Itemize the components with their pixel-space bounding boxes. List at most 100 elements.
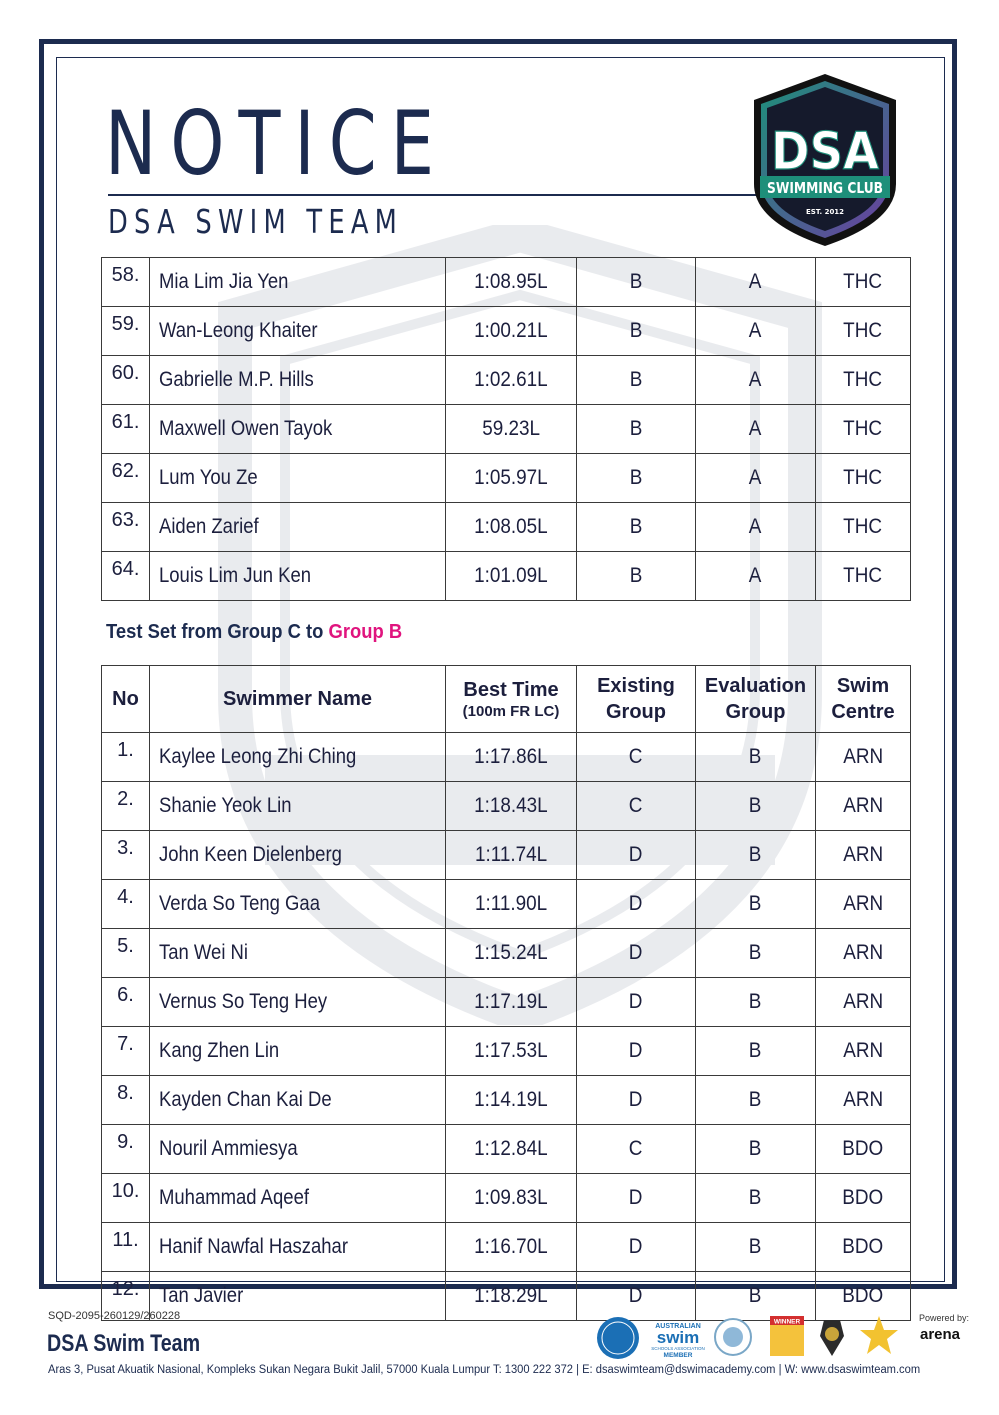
swim-centre-cell: ARN bbox=[815, 732, 911, 782]
header-existing-line1: Existing bbox=[597, 675, 675, 697]
existing-group-cell: D bbox=[576, 977, 696, 1027]
swim-centre-cell: THC bbox=[815, 306, 911, 356]
swim-centre: THC bbox=[843, 417, 883, 440]
existing-group: D bbox=[629, 990, 643, 1013]
swimmer-name: Aiden Zarief bbox=[159, 515, 259, 538]
best-time-cell: 1:15.24L bbox=[445, 928, 577, 978]
header-swimmer-name: Swimmer Name bbox=[149, 665, 446, 733]
swimmer-name-cell: Tan Wei Ni bbox=[149, 928, 446, 978]
swimmer-name: Vernus So Teng Hey bbox=[159, 990, 328, 1013]
table-row: 6. Vernus So Teng Hey 1:17.19L D B ARN bbox=[101, 977, 911, 1027]
roster-table-group-c-to-b: No Swimmer Name Best Time (100m FR LC) Ex… bbox=[101, 665, 911, 1321]
evaluation-group: B bbox=[749, 941, 762, 964]
existing-group-cell: D bbox=[576, 1222, 696, 1272]
swimmer-name: Kaylee Leong Zhi Ching bbox=[159, 745, 357, 768]
row-number: 60. bbox=[111, 362, 140, 384]
table-row: 60. Gabrielle M.P. Hills 1:02.61L B A THC bbox=[101, 355, 911, 405]
table-row: 63. Aiden Zarief 1:08.05L B A THC bbox=[101, 502, 911, 552]
logo-band-text: SWIMMING CLUB bbox=[767, 179, 883, 197]
evaluation-group-cell: B bbox=[695, 781, 816, 831]
table-row: 7. Kang Zhen Lin 1:17.53L D B ARN bbox=[101, 1026, 911, 1076]
arena-logo: arena bbox=[920, 1326, 961, 1343]
swimmer-name-cell: Nouril Ammiesya bbox=[149, 1124, 446, 1174]
section-heading-accent: Group B bbox=[328, 621, 403, 643]
best-time-cell: 1:17.86L bbox=[445, 732, 577, 782]
swimmer-name-cell: Kayden Chan Kai De bbox=[149, 1075, 446, 1125]
swimmer-name: Shanie Yeok Lin bbox=[159, 794, 292, 817]
evaluation-group: B bbox=[749, 1284, 762, 1307]
swim-centre-cell: ARN bbox=[815, 977, 911, 1027]
best-time-cell: 1:17.19L bbox=[445, 977, 577, 1027]
row-number-cell: 12. bbox=[101, 1271, 150, 1321]
swim-centre: THC bbox=[843, 466, 883, 489]
row-number-cell: 58. bbox=[101, 257, 150, 307]
evaluation-group-cell: B bbox=[695, 1124, 816, 1174]
existing-group: D bbox=[629, 941, 643, 964]
row-number: 3. bbox=[117, 837, 134, 859]
table-row: 58. Mia Lim Jia Yen 1:08.95L B A THC bbox=[101, 257, 911, 307]
affiliation-badges: AUSTRALIAN swim SCHOOLS ASSOCIATION MEMB… bbox=[597, 1316, 961, 1359]
section-heading: Test Set from Group C to Group B bbox=[106, 621, 402, 644]
evaluation-group-cell: A bbox=[695, 551, 816, 601]
swim-centre-cell: THC bbox=[815, 355, 911, 405]
header-centre-line1: Swim bbox=[836, 675, 890, 697]
footer-team-name: DSA Swim Team bbox=[47, 1330, 201, 1357]
swim-centre-cell: THC bbox=[815, 551, 911, 601]
page-title: NOTICE bbox=[105, 92, 449, 195]
existing-group-cell: C bbox=[576, 781, 696, 831]
swimmer-name: Muhammad Aqeef bbox=[159, 1186, 309, 1209]
best-time: 1:08.95L bbox=[474, 270, 548, 293]
aus-badge-line3: SCHOOLS ASSOCIATION bbox=[651, 1346, 704, 1351]
table-row: 61. Maxwell Owen Tayok 59.23L B A THC bbox=[101, 404, 911, 454]
row-number-cell: 3. bbox=[101, 830, 150, 880]
swim-centre: BDO bbox=[842, 1235, 884, 1258]
best-time-cell: 1:14.19L bbox=[445, 1075, 577, 1125]
row-number-cell: 63. bbox=[101, 502, 150, 552]
table-row: 9. Nouril Ammiesya 1:12.84L C B BDO bbox=[101, 1124, 911, 1174]
existing-group: B bbox=[629, 319, 643, 342]
best-time-cell: 1:17.53L bbox=[445, 1026, 577, 1076]
evaluation-group-cell: B bbox=[695, 830, 816, 880]
logo-est-text: EST. 2012 bbox=[806, 208, 844, 216]
footer-address: Aras 3, Pusat Akuatik Nasional, Kompleks… bbox=[48, 1364, 921, 1376]
existing-group: C bbox=[629, 745, 643, 768]
existing-group-cell: B bbox=[576, 306, 696, 356]
best-time: 1:18.43L bbox=[474, 794, 548, 817]
best-time: 1:02.61L bbox=[474, 368, 548, 391]
swimmer-name: Kang Zhen Lin bbox=[159, 1039, 280, 1062]
swim-centre: THC bbox=[843, 368, 883, 391]
evaluation-group-cell: A bbox=[695, 404, 816, 454]
existing-group: D bbox=[629, 1284, 643, 1307]
best-time: 1:09.83L bbox=[474, 1186, 548, 1209]
swimmer-name-cell: John Keen Dielenberg bbox=[149, 830, 446, 880]
swim-centre-cell: THC bbox=[815, 404, 911, 454]
header-best-time-label: Best Time bbox=[463, 679, 559, 701]
row-number-cell: 10. bbox=[101, 1173, 150, 1223]
row-number-cell: 6. bbox=[101, 977, 150, 1027]
row-number-cell: 5. bbox=[101, 928, 150, 978]
table-row: 64. Louis Lim Jun Ken 1:01.09L B A THC bbox=[101, 551, 911, 601]
existing-group-cell: C bbox=[576, 732, 696, 782]
best-time-cell: 1:05.97L bbox=[445, 453, 577, 503]
certified-seal-icon bbox=[714, 1318, 752, 1356]
best-time-cell: 1:12.84L bbox=[445, 1124, 577, 1174]
swim-centre: THC bbox=[843, 270, 883, 293]
swim-centre-cell: ARN bbox=[815, 1075, 911, 1125]
existing-group-cell: C bbox=[576, 1124, 696, 1174]
best-time: 1:17.19L bbox=[474, 990, 548, 1013]
swimmer-name-cell: Aiden Zarief bbox=[149, 502, 446, 552]
evaluation-group-cell: A bbox=[695, 502, 816, 552]
swimmer-name: Nouril Ammiesya bbox=[159, 1137, 298, 1160]
evaluation-group: A bbox=[749, 270, 762, 293]
row-number: 7. bbox=[117, 1033, 134, 1055]
header-best-time-sub: (100m FR LC) bbox=[462, 703, 560, 720]
table-row: 62. Lum You Ze 1:05.97L B A THC bbox=[101, 453, 911, 503]
table-header-row: No Swimmer Name Best Time (100m FR LC) Ex… bbox=[101, 665, 911, 733]
best-time-cell: 1:00.21L bbox=[445, 306, 577, 356]
existing-group-cell: B bbox=[576, 257, 696, 307]
swimmer-name: John Keen Dielenberg bbox=[159, 843, 342, 866]
swim-centre: ARN bbox=[843, 843, 883, 866]
existing-group: D bbox=[629, 1235, 643, 1258]
evaluation-group: A bbox=[749, 368, 762, 391]
row-number-cell: 64. bbox=[101, 551, 150, 601]
